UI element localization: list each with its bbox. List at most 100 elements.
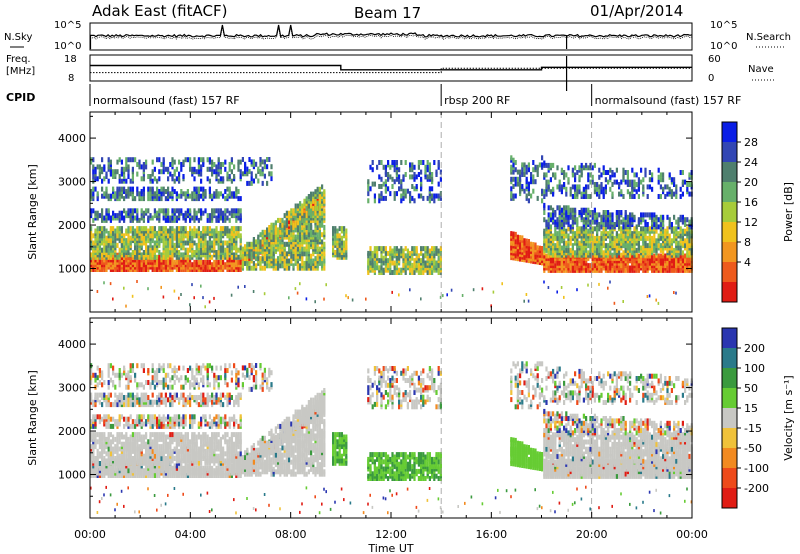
power-cell	[107, 164, 110, 170]
power-cell	[395, 169, 398, 175]
velocity-cell	[96, 439, 99, 445]
power-cell	[382, 267, 385, 273]
power-cell	[664, 253, 667, 259]
power-cell	[136, 215, 139, 221]
power-cell	[604, 243, 607, 249]
power-cell	[274, 234, 277, 240]
power-cell	[642, 267, 645, 273]
power-cell	[167, 176, 170, 182]
power-cell	[675, 189, 678, 195]
power-cell	[169, 226, 172, 232]
power-cell	[105, 259, 108, 265]
freq-trace	[90, 64, 692, 71]
power-cell	[371, 160, 374, 165]
cpid-segment-2: normalsound (fast) 157 RF	[595, 94, 742, 107]
power-cell	[101, 217, 104, 223]
power-cell	[116, 169, 119, 175]
power-cell	[125, 189, 128, 194]
power-cell	[642, 212, 645, 218]
power-cell	[180, 166, 183, 172]
velocity-cell	[90, 375, 93, 381]
power-cell	[288, 258, 291, 264]
power-cell	[637, 182, 640, 187]
power-cell	[574, 177, 577, 183]
power-cell	[193, 208, 196, 214]
power-cell	[351, 298, 354, 302]
power-cell	[378, 265, 381, 271]
power-cell	[543, 280, 545, 284]
power-cell	[224, 247, 227, 253]
power-cell	[164, 217, 167, 223]
power-cell	[371, 250, 374, 256]
power-cell	[90, 230, 93, 236]
power-cell	[413, 198, 416, 204]
power-cell	[571, 184, 574, 190]
power-cell	[571, 167, 574, 173]
power-cell	[120, 159, 123, 165]
power-cell	[646, 235, 649, 241]
power-cell	[255, 173, 258, 179]
power-cell	[398, 253, 401, 259]
power-cell	[140, 235, 143, 241]
power-cell	[609, 167, 612, 173]
colorbar-label: Power [dB]	[782, 182, 795, 242]
power-cell	[437, 193, 440, 199]
power-cell	[655, 238, 658, 244]
power-cell	[101, 157, 104, 163]
power-cell	[688, 219, 691, 225]
power-cell	[193, 250, 196, 255]
power-cell	[569, 207, 572, 213]
power-cell	[127, 226, 130, 232]
power-cell	[525, 169, 528, 175]
power-cell	[279, 217, 282, 223]
power-cell	[164, 213, 167, 219]
power-cell	[114, 169, 117, 175]
power-cell	[549, 250, 552, 256]
power-cell	[127, 208, 130, 214]
power-cell	[580, 162, 583, 168]
power-cell	[582, 186, 585, 192]
power-cell	[591, 219, 594, 225]
power-cell	[323, 225, 326, 230]
power-cell	[226, 226, 229, 232]
power-cell	[219, 191, 222, 197]
power-cell	[224, 240, 227, 246]
power-cell	[525, 164, 528, 170]
power-cell	[585, 189, 588, 195]
power-cell	[519, 188, 522, 194]
power-cell	[389, 164, 392, 170]
freq-tick-bottom: 8	[68, 73, 74, 84]
power-cell	[384, 164, 387, 170]
power-cell	[609, 219, 612, 225]
power-cell	[664, 228, 667, 234]
power-cell	[261, 229, 264, 235]
power-cell	[637, 253, 640, 259]
power-cell	[226, 257, 229, 263]
power-cell	[545, 233, 548, 239]
power-cell	[631, 184, 634, 190]
power-cell	[655, 222, 658, 227]
power-cell	[180, 208, 183, 214]
power-cell	[510, 164, 513, 170]
power-cell	[679, 194, 682, 199]
power-cell	[263, 229, 266, 235]
power-cell	[589, 243, 592, 249]
power-cell	[439, 195, 442, 201]
power-cell	[261, 256, 264, 262]
power-cell	[371, 260, 374, 266]
power-cell	[622, 167, 625, 173]
power-cell	[92, 169, 95, 175]
power-cell	[345, 252, 348, 258]
power-cell	[226, 208, 229, 214]
power-cell	[563, 226, 566, 232]
power-cell	[536, 164, 539, 170]
power-cell	[593, 235, 596, 241]
power-cell	[239, 196, 242, 202]
cpid-panel: CPID normalsound (fast) 157 RF rbsp 200 R…	[6, 84, 741, 107]
power-cell	[136, 162, 139, 167]
power-cell	[607, 179, 610, 185]
nave-label: Nave	[748, 64, 774, 75]
power-cell	[380, 246, 383, 252]
power-cell	[545, 238, 548, 244]
power-cell	[180, 293, 182, 296]
